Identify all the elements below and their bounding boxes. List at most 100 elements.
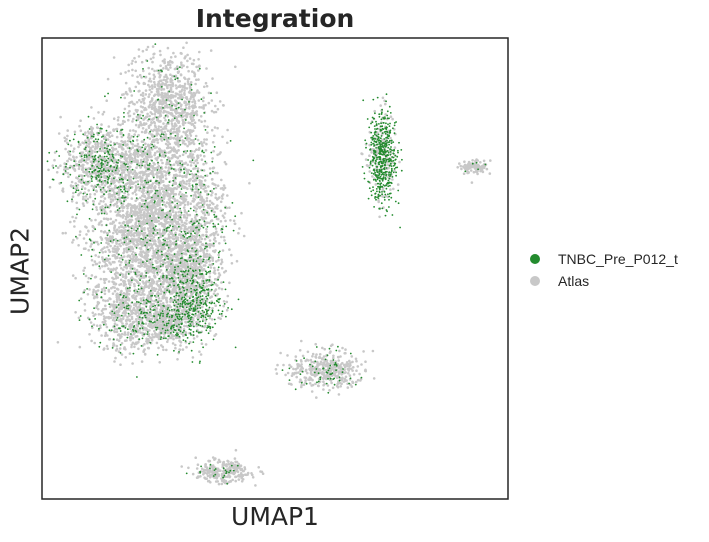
atlas-point	[157, 238, 160, 241]
atlas-point	[185, 219, 188, 222]
atlas-point	[116, 288, 120, 291]
atlas-point	[130, 345, 133, 349]
atlas-point	[127, 174, 131, 178]
atlas-point	[103, 264, 107, 268]
atlas-point	[162, 200, 165, 204]
atlas-point	[177, 185, 181, 189]
atlas-point	[154, 195, 158, 199]
atlas-point	[112, 117, 116, 120]
atlas-point	[121, 152, 124, 155]
atlas-point	[144, 142, 147, 146]
atlas-point	[214, 227, 218, 230]
atlas-point	[204, 148, 208, 152]
atlas-point	[194, 264, 198, 268]
atlas-point	[218, 100, 222, 103]
atlas-point	[190, 161, 193, 164]
atlas-point	[115, 323, 119, 327]
atlas-point	[69, 158, 73, 162]
atlas-point	[169, 56, 173, 59]
atlas-point	[174, 199, 177, 202]
atlas-point	[171, 124, 174, 128]
atlas-point	[112, 56, 116, 59]
atlas-point	[142, 308, 145, 311]
atlas-point	[197, 58, 200, 61]
atlas-point	[180, 63, 183, 66]
atlas-point	[85, 241, 88, 245]
atlas-point	[169, 150, 172, 153]
atlas-point	[131, 213, 135, 216]
atlas-point	[191, 356, 195, 359]
atlas-point	[178, 125, 182, 128]
atlas-point	[148, 93, 151, 96]
atlas-point	[186, 201, 190, 204]
atlas-point	[88, 172, 92, 176]
atlas-point	[73, 225, 76, 228]
atlas-point	[128, 218, 132, 222]
atlas-point	[139, 243, 143, 246]
atlas-point	[155, 138, 158, 142]
atlas-point	[132, 112, 136, 116]
atlas-point	[91, 145, 94, 148]
atlas-point	[216, 268, 220, 272]
atlas-point	[149, 171, 153, 175]
atlas-point	[131, 233, 134, 237]
atlas-point	[105, 259, 109, 262]
atlas-point	[155, 341, 159, 345]
atlas-point	[175, 101, 178, 104]
atlas-point	[168, 256, 172, 259]
atlas-point	[178, 223, 181, 226]
atlas-point	[170, 122, 174, 125]
atlas-point	[162, 88, 166, 91]
atlas-point	[87, 189, 90, 192]
atlas-point	[134, 130, 137, 133]
atlas-point	[160, 173, 163, 177]
atlas-point	[184, 133, 188, 136]
atlas-point	[130, 62, 134, 65]
atlas-point	[195, 232, 198, 236]
atlas-point	[157, 110, 160, 113]
atlas-point	[156, 93, 159, 96]
atlas-point	[167, 248, 171, 251]
atlas-point	[169, 264, 172, 268]
atlas-point	[124, 229, 128, 233]
atlas-point	[106, 131, 110, 135]
atlas-point	[129, 325, 133, 329]
atlas-point	[131, 192, 135, 195]
atlas-point	[147, 313, 150, 317]
atlas-point	[134, 297, 137, 300]
atlas-point	[90, 219, 93, 222]
atlas-point	[155, 208, 158, 211]
atlas-point	[121, 221, 124, 225]
atlas-point	[202, 96, 205, 99]
atlas-point	[228, 206, 231, 209]
atlas-point	[65, 138, 68, 141]
atlas-point	[187, 91, 191, 94]
atlas-point	[171, 84, 174, 88]
atlas-point	[222, 304, 225, 308]
atlas-point	[160, 103, 164, 106]
atlas-point	[146, 189, 149, 192]
atlas-point	[159, 254, 163, 258]
atlas-point	[182, 140, 186, 143]
atlas-point	[104, 149, 108, 153]
atlas-point	[191, 176, 195, 179]
atlas-point	[83, 289, 86, 292]
atlas-point	[153, 162, 156, 166]
atlas-point	[161, 272, 165, 276]
atlas-point	[178, 174, 182, 177]
atlas-point	[79, 119, 82, 122]
atlas-point	[164, 104, 168, 108]
atlas-point	[136, 155, 140, 158]
atlas-point	[138, 116, 141, 119]
atlas-point	[134, 186, 138, 190]
atlas-point	[176, 71, 180, 74]
atlas-point	[216, 171, 219, 175]
atlas-point	[169, 73, 172, 76]
atlas-point	[190, 156, 194, 159]
atlas-point	[148, 155, 151, 159]
atlas-point	[187, 82, 190, 86]
atlas-point	[211, 77, 214, 80]
atlas-point	[88, 195, 92, 199]
atlas-point	[120, 145, 123, 149]
atlas-point	[211, 259, 214, 262]
